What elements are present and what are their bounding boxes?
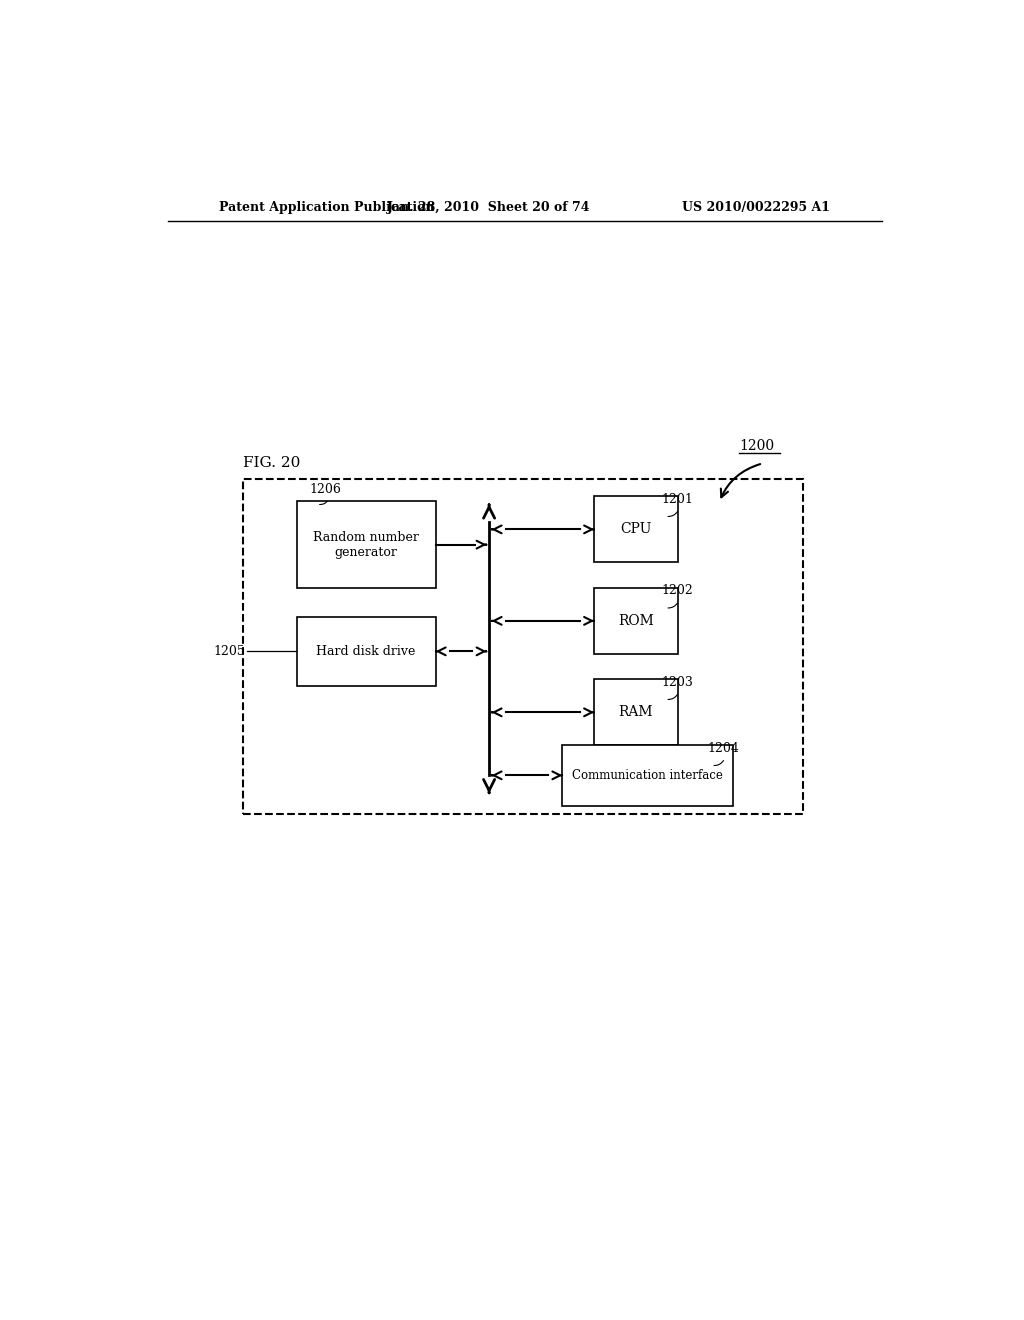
Text: 1203: 1203: [662, 676, 693, 689]
Text: ROM: ROM: [618, 614, 653, 628]
Text: US 2010/0022295 A1: US 2010/0022295 A1: [682, 201, 830, 214]
FancyBboxPatch shape: [594, 680, 678, 746]
FancyBboxPatch shape: [297, 502, 435, 587]
Text: FIG. 20: FIG. 20: [243, 457, 300, 470]
Text: Jan. 28, 2010  Sheet 20 of 74: Jan. 28, 2010 Sheet 20 of 74: [387, 201, 591, 214]
Text: Hard disk drive: Hard disk drive: [316, 645, 416, 657]
Text: Patent Application Publication: Patent Application Publication: [219, 201, 435, 214]
FancyBboxPatch shape: [562, 744, 733, 805]
Text: 1202: 1202: [662, 585, 693, 598]
FancyBboxPatch shape: [594, 587, 678, 653]
Text: Communication interface: Communication interface: [572, 768, 723, 781]
Text: CPU: CPU: [621, 523, 651, 536]
Text: Random number
generator: Random number generator: [313, 531, 419, 558]
Text: 1204: 1204: [708, 742, 739, 755]
FancyBboxPatch shape: [297, 616, 435, 686]
FancyBboxPatch shape: [594, 496, 678, 562]
Text: 1201: 1201: [662, 492, 693, 506]
Text: 1200: 1200: [739, 440, 774, 453]
Text: RAM: RAM: [618, 705, 653, 719]
Text: 1206: 1206: [309, 483, 341, 496]
Text: 1205: 1205: [214, 645, 246, 657]
FancyBboxPatch shape: [243, 479, 803, 814]
